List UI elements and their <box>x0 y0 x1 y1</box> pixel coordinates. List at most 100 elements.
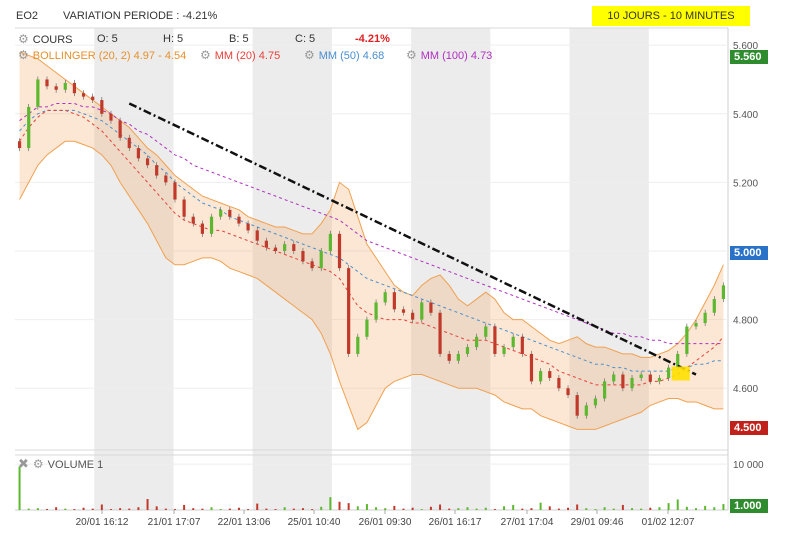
y-tick-label: 5.200 <box>733 178 758 189</box>
candle <box>657 377 662 382</box>
volume-bar <box>594 509 597 510</box>
candle <box>136 148 141 159</box>
volume-bar <box>329 497 332 510</box>
candle <box>475 336 479 348</box>
session-band <box>94 28 174 510</box>
volume-bar <box>704 505 707 510</box>
volume-bar <box>27 508 30 510</box>
legend-bollinger[interactable]: ⚙ BOLLINGER (20, 2) 4.97 - 4.54 <box>18 48 186 62</box>
session-band <box>252 28 332 510</box>
gear-icon[interactable]: ⚙ <box>406 48 417 62</box>
volume-bar <box>676 499 679 510</box>
volume-bar <box>667 503 670 510</box>
volume-tag-current: 1.000 <box>730 499 768 513</box>
candle <box>17 141 22 149</box>
candle <box>511 336 515 348</box>
candle <box>694 323 698 327</box>
volume-bar <box>640 508 643 510</box>
candle <box>54 86 58 90</box>
volume-bar <box>384 508 387 510</box>
volume-bar <box>274 509 277 510</box>
y-tick-label: 4.800 <box>733 316 758 327</box>
candle <box>566 388 570 396</box>
volume-bar <box>695 508 698 510</box>
candle <box>639 374 643 378</box>
change-value: -4.21% <box>355 33 390 45</box>
volume-bar <box>36 508 39 510</box>
candle <box>465 347 470 354</box>
volume-bar <box>64 508 67 510</box>
candle <box>447 353 451 361</box>
volume-bar <box>530 508 533 510</box>
y-tick-label: 5.600 <box>733 41 758 52</box>
candle <box>493 326 497 354</box>
mm50-value: 4.68 <box>362 50 385 62</box>
volume-bar <box>649 507 652 510</box>
volume-bar <box>539 502 542 510</box>
gear-icon[interactable]: ⚙ <box>304 48 315 62</box>
candle <box>191 216 195 224</box>
candle <box>529 353 534 382</box>
legend-mm20[interactable]: ⚙ MM (20) 4.75 <box>200 48 280 62</box>
candle <box>356 336 360 354</box>
gear-icon[interactable]: ⚙ <box>32 457 44 471</box>
candle <box>721 285 726 300</box>
volume-tick-label: 10 000 <box>733 460 764 471</box>
volume-bar <box>493 509 496 510</box>
candle <box>145 158 150 166</box>
ticker-label: EO2 <box>16 10 39 22</box>
candle <box>429 302 433 313</box>
volume-bar <box>137 507 140 510</box>
volume-bar <box>567 507 570 510</box>
candle <box>118 120 122 138</box>
volume-bar <box>411 507 414 510</box>
candle <box>666 367 671 378</box>
legend-mm100[interactable]: ⚙ MM (100) 4.73 <box>406 48 492 62</box>
gear-icon[interactable]: ⚙ <box>18 32 29 46</box>
candle <box>539 371 543 382</box>
candle <box>392 292 396 310</box>
volume-bar <box>612 508 615 510</box>
bollinger-fill <box>19 52 724 430</box>
legend-price: ⚙ COURS <box>18 32 73 46</box>
candle <box>411 312 415 320</box>
x-tick-label: 29/01 09:46 <box>571 517 624 528</box>
bollinger-label: BOLLINGER (20, 2) 4.97 - 4.54 <box>32 50 187 62</box>
mm20-line <box>19 109 724 386</box>
candle <box>228 209 232 217</box>
volume-bar <box>228 508 231 510</box>
gear-icon[interactable]: ⚙ <box>18 48 29 62</box>
volume-bar <box>247 509 250 510</box>
candle <box>593 398 598 406</box>
candle <box>292 244 296 252</box>
volume-bar <box>685 506 688 510</box>
volume-bar <box>347 503 350 510</box>
volume-bar <box>631 508 634 510</box>
volume-bar <box>201 508 204 510</box>
volume-bar <box>603 507 606 510</box>
close-icon[interactable]: ✖ <box>18 456 29 471</box>
volume-bar <box>146 499 149 510</box>
candle <box>484 326 488 337</box>
candle <box>557 377 561 389</box>
volume-bar <box>237 507 240 510</box>
volume-bar <box>429 506 432 510</box>
x-tick-label: 01/02 12:07 <box>642 517 695 528</box>
candle <box>502 347 506 354</box>
period-button[interactable]: 10 JOURS - 10 MINUTES <box>592 6 750 26</box>
volume-bar <box>402 508 405 510</box>
gear-icon[interactable]: ⚙ <box>200 48 211 62</box>
volume-bar <box>521 508 524 510</box>
legend-mm50[interactable]: ⚙ MM (50) 4.68 <box>304 48 384 62</box>
candle <box>602 381 607 399</box>
x-tick-label: 26/01 16:17 <box>429 517 482 528</box>
candle <box>520 336 524 354</box>
candle <box>676 353 680 368</box>
candle <box>584 405 588 416</box>
candle <box>630 377 634 389</box>
cours-label: COURS <box>32 34 73 46</box>
candle <box>347 268 351 354</box>
volume-bar <box>311 509 314 510</box>
close-value: C: 5 <box>295 33 316 45</box>
low-value: B: 5 <box>229 33 249 45</box>
